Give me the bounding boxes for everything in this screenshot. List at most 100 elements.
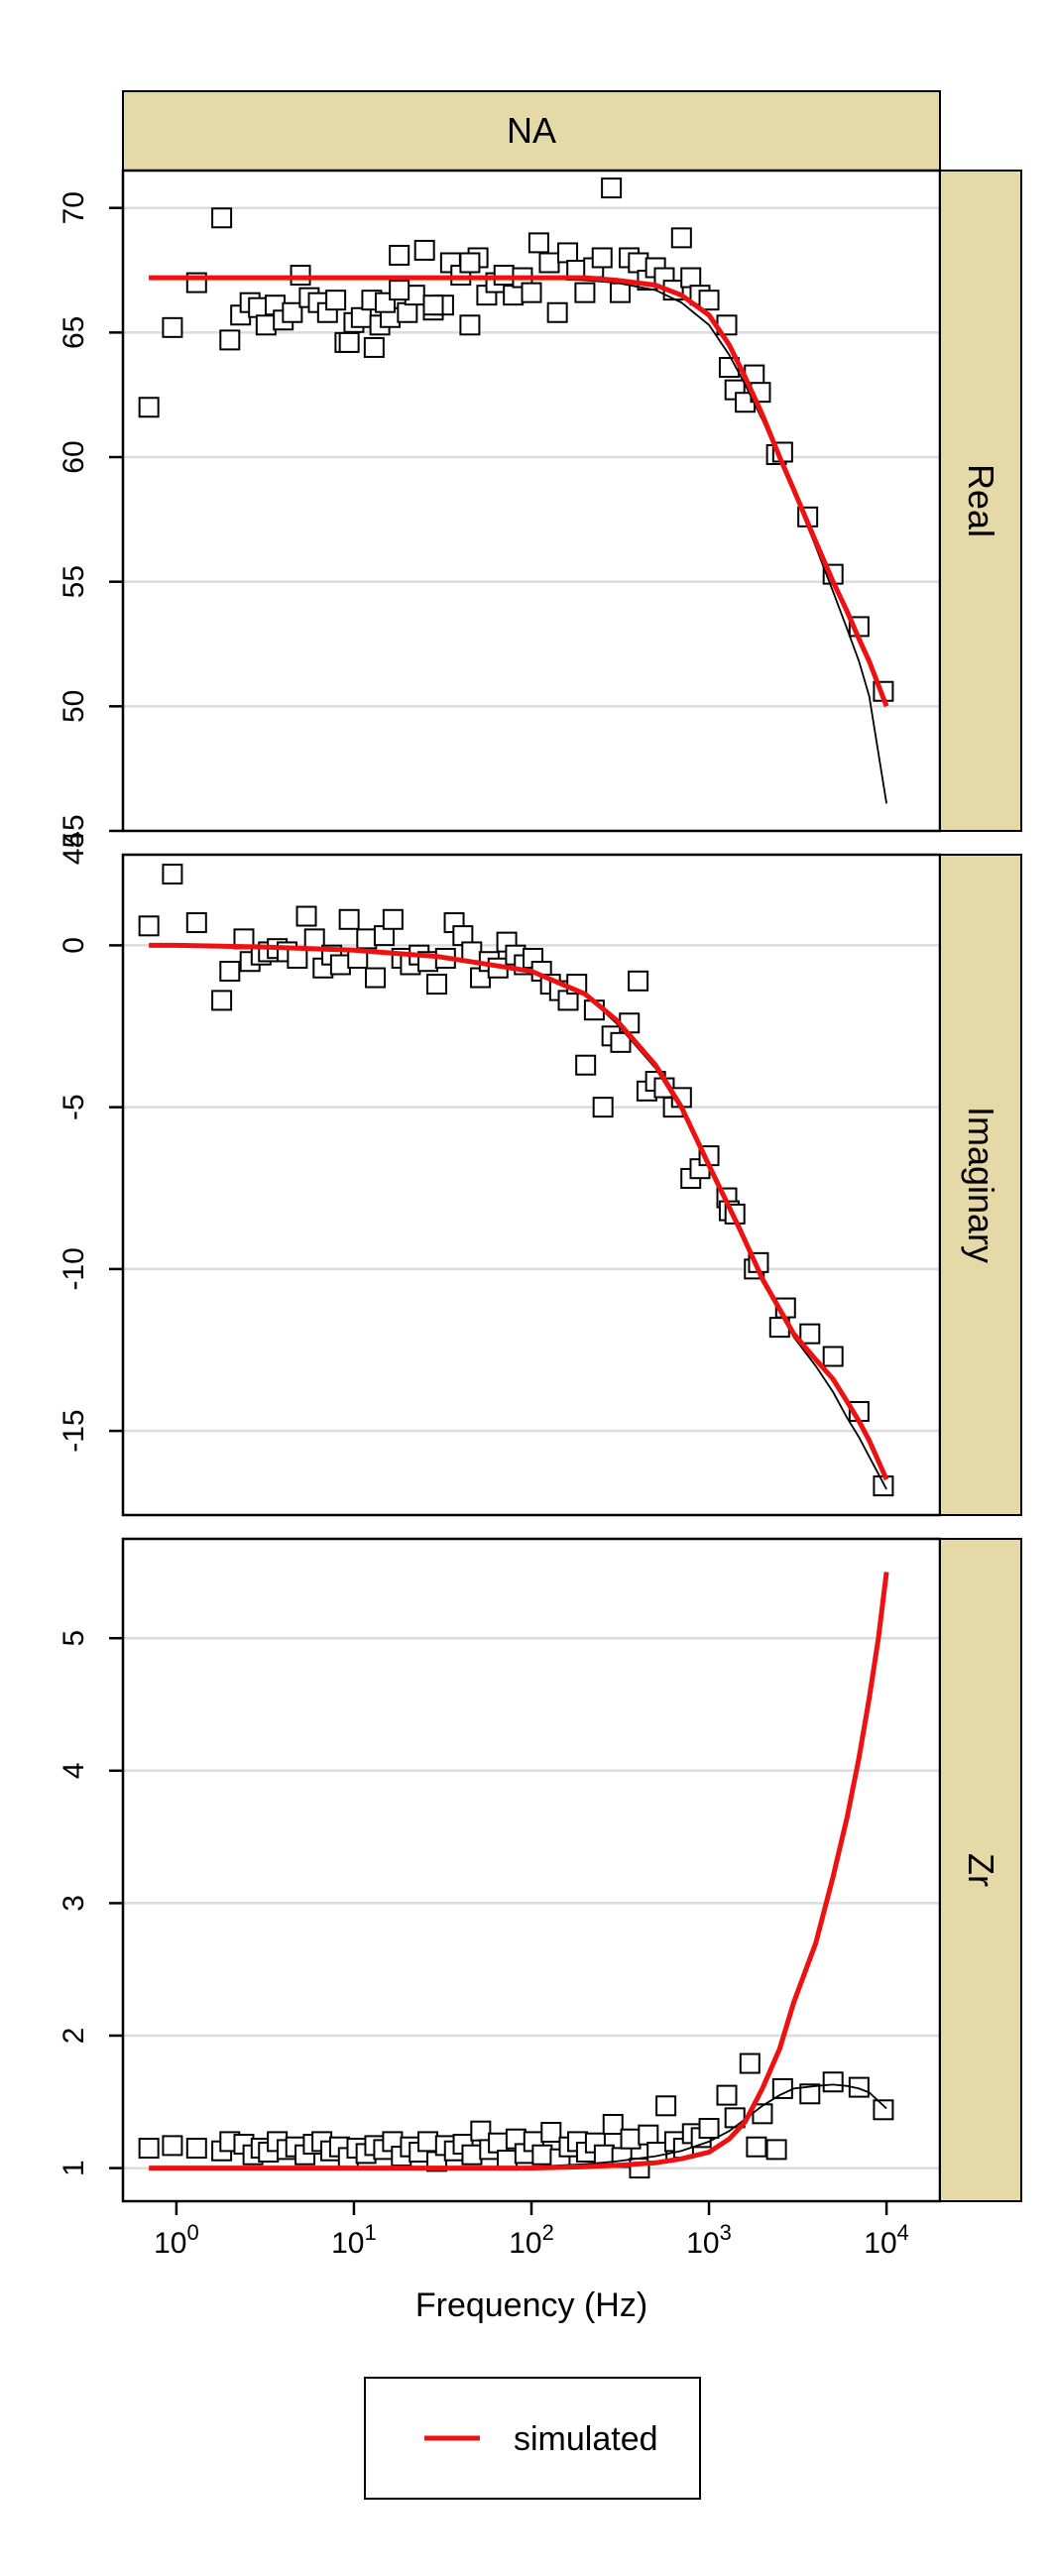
observed-point (422, 294, 444, 316)
observed-point (771, 2077, 793, 2099)
observed-point (290, 265, 311, 287)
legend-simulated-label: simulated (514, 2420, 658, 2458)
observed-point (255, 314, 277, 336)
observed-point (575, 1054, 597, 1076)
observed-point (138, 397, 160, 418)
panel-zr-observed-points (138, 2052, 894, 2179)
observed-point (602, 2114, 624, 2136)
x-tick-exponent: 0 (186, 2220, 198, 2245)
observed-point (365, 967, 387, 989)
observed-point (628, 252, 649, 274)
panel-zr: 1 2 3 4 5 Zr (58, 1537, 1022, 2203)
observed-point (363, 336, 385, 358)
x-tick-exponent: 2 (542, 2220, 554, 2245)
observed-point (350, 306, 372, 328)
observed-point (698, 290, 720, 311)
observed-point (162, 2135, 183, 2157)
observed-point (338, 331, 360, 353)
observed-point (655, 2095, 677, 2117)
observed-point (287, 947, 308, 969)
observed-point (185, 912, 207, 934)
panel-real-gridlines (123, 206, 940, 708)
observed-point (628, 970, 649, 992)
observed-point (873, 1475, 894, 1497)
observed-point (325, 290, 347, 311)
panel-imaginary: -15 -10 -5 0 45 Imaginary (58, 832, 1022, 1517)
y-tick-label: 0 (58, 937, 90, 954)
observed-point (329, 954, 351, 976)
panel-real-fitted-line (149, 277, 887, 804)
x-axis-title: Frequency (Hz) (415, 2286, 647, 2324)
observed-point (592, 1097, 614, 1118)
y-tick-label: 55 (58, 565, 90, 598)
observed-point (382, 908, 404, 930)
legend: simulated (364, 2377, 701, 2500)
x-tick-exponent: 4 (897, 2220, 909, 2245)
observed-point (531, 2144, 553, 2166)
observed-point (461, 2144, 483, 2166)
observed-point (822, 1346, 844, 1367)
y-tick-label: 60 (58, 440, 90, 473)
observed-point (211, 207, 233, 229)
panel-real-observed-points (138, 177, 894, 702)
observed-point (670, 227, 692, 249)
observed-point (527, 232, 549, 254)
observed-point (638, 2124, 659, 2146)
panel-zr-strip-label: Zr (961, 1853, 1001, 1887)
x-axis: 100 101 102 103 104 (154, 2201, 909, 2260)
panel-real-simulated-line (149, 275, 889, 708)
observed-point (646, 2142, 668, 2164)
observed-point (219, 329, 241, 351)
x-tick-label: 103 (686, 2220, 732, 2260)
observed-point (765, 2139, 787, 2161)
observed-point (185, 2138, 207, 2160)
observed-point (799, 1323, 821, 1345)
panel-real-strip-label: Real (961, 464, 1001, 537)
observed-point (356, 928, 378, 950)
observed-point (609, 282, 631, 303)
panel-imaginary-fitted-line (149, 944, 887, 1490)
y-tick-label: -15 (58, 1409, 90, 1452)
observed-point (493, 265, 515, 287)
x-tick-exponent: 3 (720, 2220, 732, 2245)
observed-point (521, 282, 542, 303)
observed-point (338, 908, 360, 930)
panel-real-strip (939, 170, 1022, 832)
observed-point (488, 2132, 510, 2154)
legend-box (364, 2377, 701, 2500)
panel-imaginary-observed-points (138, 864, 894, 1497)
observed-point (138, 915, 160, 937)
y-tick-label: 4 (58, 1762, 90, 1779)
y-tick-label: 70 (58, 191, 90, 224)
facet-strip-top (122, 90, 941, 172)
y-tick-label: -5 (58, 1094, 90, 1120)
observed-point (799, 2083, 821, 2105)
y-tick-label: -10 (58, 1247, 90, 1290)
observed-point (417, 2131, 439, 2153)
observed-point (389, 280, 410, 301)
panel-imaginary-strip (939, 854, 1022, 1516)
panel-imaginary-simulated-line (149, 942, 889, 1481)
observed-point (746, 2136, 767, 2158)
observed-point (538, 252, 560, 274)
y-tick-label: 2 (58, 2028, 90, 2045)
observed-point (716, 2084, 738, 2106)
observed-point (591, 247, 613, 269)
observed-point (219, 961, 241, 983)
panel-zr-simulated-line (149, 1572, 889, 2171)
observed-point (546, 301, 568, 323)
observed-point (822, 2071, 844, 2093)
panel-zr-y-axis: 1 2 3 4 5 (58, 1630, 123, 2176)
observed-point (303, 928, 325, 950)
observed-point (295, 905, 317, 927)
panel-imaginary-strip-label: Imaginary (961, 1107, 1001, 1263)
observed-point (162, 316, 183, 338)
observed-point (426, 974, 448, 995)
observed-point (503, 285, 525, 306)
y-tick-label: 45 (58, 832, 90, 865)
observed-point (389, 244, 410, 266)
observed-point (211, 990, 233, 1011)
y-tick-label: 50 (58, 690, 90, 723)
observed-point (873, 2099, 894, 2121)
observed-point (680, 267, 702, 289)
